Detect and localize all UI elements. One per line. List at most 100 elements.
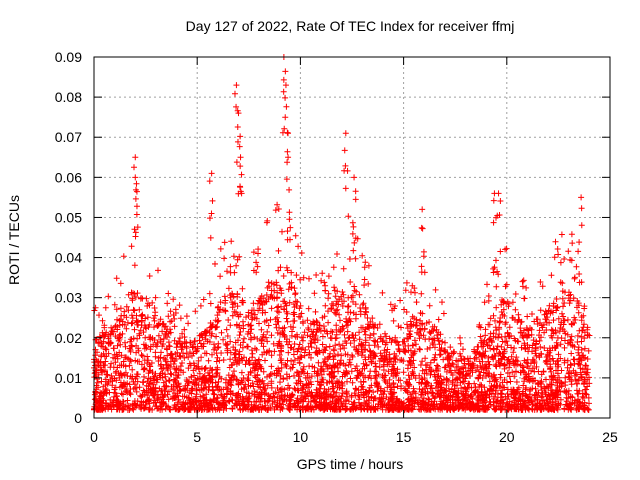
peak-spread-point — [576, 239, 583, 246]
peak-spread-point — [207, 234, 214, 241]
peak-spread-point — [131, 262, 138, 269]
x-tick-label: 10 — [293, 429, 309, 445]
peak-point — [132, 154, 139, 161]
peak-spread-point — [231, 90, 238, 97]
peak-spread-point — [494, 212, 501, 219]
peak-spread-point — [238, 171, 245, 178]
scatter-point-cloud — [91, 201, 593, 413]
peak-spread-point — [131, 164, 138, 171]
peak-spread-point — [237, 133, 244, 140]
peak-spread-point — [418, 224, 425, 231]
peak-spread-point — [208, 210, 215, 217]
peak-spread-point — [419, 225, 426, 232]
peak-spread-point — [133, 203, 140, 210]
x-tick-label: 25 — [602, 429, 618, 445]
peak-point — [578, 194, 585, 201]
peak-spread-point — [132, 233, 139, 240]
peak-spread-point — [342, 185, 349, 192]
peak-point — [351, 174, 358, 181]
peak-spread-point — [352, 235, 359, 242]
peak-spread-point — [206, 178, 213, 185]
peak-point — [495, 190, 502, 197]
y-tick-label: 0.03 — [55, 290, 82, 306]
peak-spread-point — [238, 190, 245, 197]
peak-spread-point — [352, 196, 359, 203]
y-tick-label: 0.08 — [55, 89, 82, 105]
peak-point — [342, 130, 349, 137]
peak-spread-point — [341, 167, 348, 174]
peak-spread-point — [578, 222, 585, 229]
peak-spread-point — [285, 154, 292, 161]
peak-spread-point — [578, 205, 585, 212]
peak-spread-point — [234, 138, 241, 145]
peak-point — [285, 130, 292, 137]
peak-spread-point — [576, 271, 583, 278]
peak-spread-point — [233, 103, 240, 110]
peak-spread-point — [576, 279, 583, 286]
peak-spread-point — [418, 263, 425, 270]
peak-spread-point — [341, 147, 348, 154]
axis-ticks: 0 0.01 0.02 0.03 0.04 0.05 0.06 0.07 0.08 0.09 0 5 1… — [55, 49, 618, 445]
x-tick-label: 5 — [193, 429, 201, 445]
peak-point — [233, 82, 240, 89]
peak-spread-point — [352, 188, 359, 195]
y-tick-label: 0.02 — [55, 330, 82, 346]
peak-spread-point — [490, 265, 497, 272]
peak-spread-point — [236, 143, 243, 150]
data-points — [91, 54, 593, 413]
peak-spread-point — [132, 186, 139, 193]
peak-spread-point — [282, 94, 289, 101]
peak-spread-point — [236, 183, 243, 190]
peak-spread-point — [284, 129, 291, 136]
peak-spread-point — [282, 68, 289, 75]
y-tick-label: 0.07 — [55, 129, 82, 145]
peak-spread-point — [492, 257, 499, 264]
peak-point — [282, 82, 289, 89]
peak-spread-point — [497, 198, 504, 205]
peak-spread-point — [209, 197, 216, 204]
peak-spread-point — [494, 268, 501, 275]
peak-spread-point — [234, 124, 241, 131]
peak-spread-point — [132, 195, 139, 202]
peak-spread-point — [283, 103, 290, 110]
chart-title: Day 127 of 2022, Rate Of TEC Index for r… — [185, 18, 515, 34]
peak-spread-point — [286, 186, 293, 193]
peak-spread-point — [233, 159, 240, 166]
peak-spread-point — [280, 88, 287, 95]
peak-spread-point — [342, 162, 349, 169]
y-tick-label: 0.09 — [55, 49, 82, 65]
peak-spread-point — [284, 159, 291, 166]
y-tick-label: 0.04 — [55, 250, 82, 266]
y-tick-label: 0.01 — [55, 370, 82, 386]
peak-point — [237, 154, 244, 161]
y-tick-label: 0.06 — [55, 169, 82, 185]
peak-spread-point — [497, 248, 504, 255]
peak-spread-point — [490, 197, 497, 204]
peak-point — [235, 110, 242, 117]
x-tick-label: 0 — [90, 429, 98, 445]
x-tick-label: 15 — [396, 429, 412, 445]
y-tick-label: 0 — [74, 410, 82, 426]
peak-spread-point — [286, 209, 293, 216]
plot-frame — [93, 56, 611, 419]
peak-spread-point — [133, 180, 140, 187]
peak-point — [419, 206, 426, 213]
peak-spread-point — [206, 215, 213, 222]
x-axis-label: GPS time / hours — [296, 456, 404, 472]
peak-point — [208, 170, 215, 177]
peak-spread-point — [349, 230, 356, 237]
peak-spread-point — [282, 114, 289, 121]
peak-spread-point — [281, 125, 288, 132]
peak-spread-point — [490, 219, 497, 226]
peak-spread-point — [280, 76, 287, 83]
y-tick-label: 0.05 — [55, 209, 82, 225]
peak-spread-point — [284, 148, 291, 155]
peak-spread-point — [420, 253, 427, 260]
peak-spread-point — [237, 163, 244, 170]
peak-spread-point — [349, 219, 356, 226]
peak-spread-point — [283, 176, 290, 183]
peak-spread-point — [133, 211, 140, 218]
x-tick-label: 20 — [499, 429, 515, 445]
peak-point — [132, 174, 139, 181]
